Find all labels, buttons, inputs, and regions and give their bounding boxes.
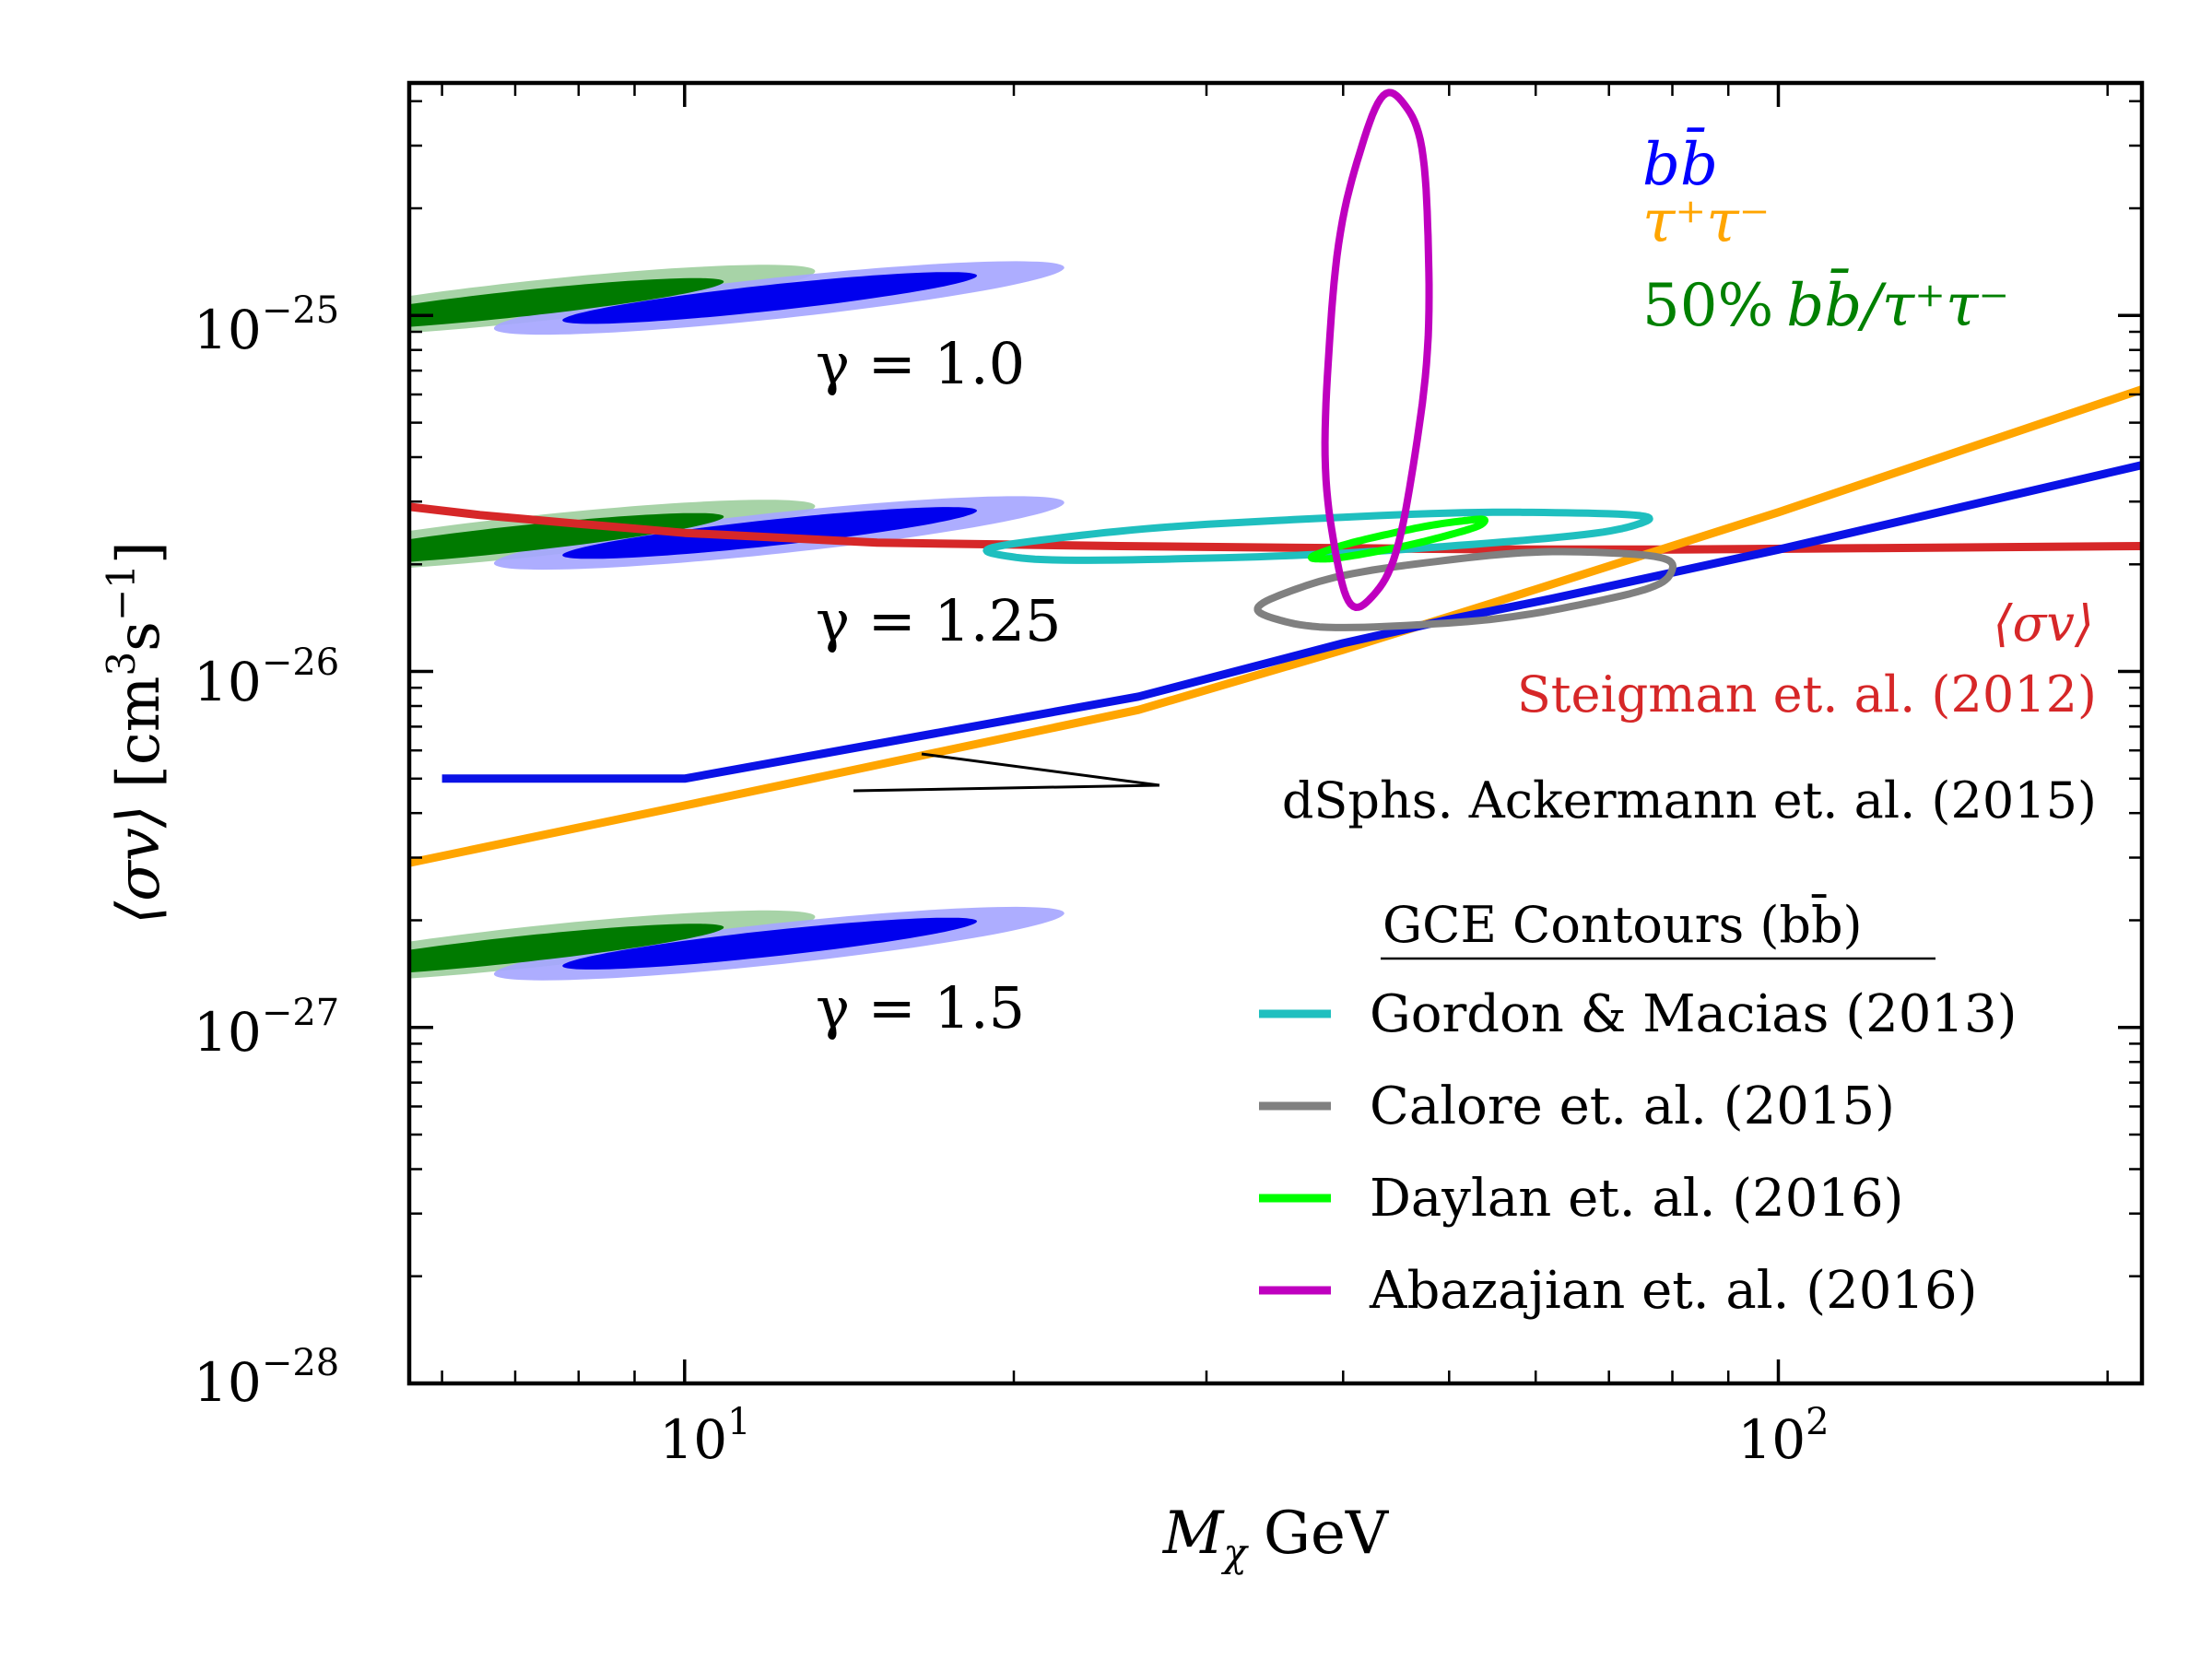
gce-legend: GCE Contours (bb̄) Gordon & Macias (2013… [1259,893,2017,1321]
region-green-inner-2 [409,924,724,973]
channel-bb-label: bb̄ [1642,127,1718,199]
gamma-label-1.5: γ = 1.5 [816,974,1025,1041]
gce-legend-title: GCE Contours (bb̄) [1382,893,1863,954]
legend-label-abazajian: Abazajian et. al. (2016) [1369,1261,1977,1321]
channel-tautau-label: τ⁺τ⁻ [1642,188,1770,256]
region-blue-inner-2 [562,917,977,970]
legend-label-calore: Calore et. al. (2015) [1370,1077,1895,1136]
legend-label-gordon: Gordon & Macias (2013) [1370,984,2017,1044]
steigman-annotation: Steigman et. al. (2012) [1517,665,2097,724]
gamma-label-1.0: γ = 1.0 [816,330,1025,397]
sigma-v-annotation: ⟨σv⟩ [1993,594,2094,653]
gce-contours [982,88,1677,631]
dsphs-annotation: dSphs. Ackermann et. al. (2015) [1282,771,2097,830]
x-axis-label: Mχ GeV [1162,1500,1390,1575]
dsphs-pointer-lines [853,752,1160,793]
gamma-regions [409,261,1065,981]
region-blue-inner-0 [562,272,977,324]
contour-1 [982,508,1653,564]
axis-ticks [409,83,2142,1385]
region-green-inner-1 [409,512,724,562]
y-tick-label-1e-25: 10−25 [194,289,339,361]
contour-3 [1307,515,1488,563]
channel-mix-label: 50% bb̄/τ⁺τ⁻ [1642,268,2009,340]
region-green-inner-0 [409,277,724,327]
plot-frame [406,80,2145,1386]
legend-label-daylan: Daylan et. al. (2016) [1370,1169,1903,1229]
gamma-label-1.25: γ = 1.25 [816,587,1061,654]
steigman-line [409,502,2142,554]
y-tick-label-1e-28: 10−28 [194,1342,339,1414]
y-tick-label-1e-27: 10−27 [194,992,339,1064]
contour-4 [1321,88,1433,611]
y-axis-label: ⟨σv⟩[cm3s−1] [99,541,173,924]
contour-2 [1253,547,1677,631]
dsph-bb-line [441,461,2142,783]
x-tick-label-10: 101 [659,1401,750,1471]
y-tick-label-1e-26: 10−26 [194,641,339,713]
dsph-tautau-line [409,385,2142,867]
region-blue-inner-1 [562,507,977,559]
x-tick-label-100: 102 [1737,1401,1829,1471]
